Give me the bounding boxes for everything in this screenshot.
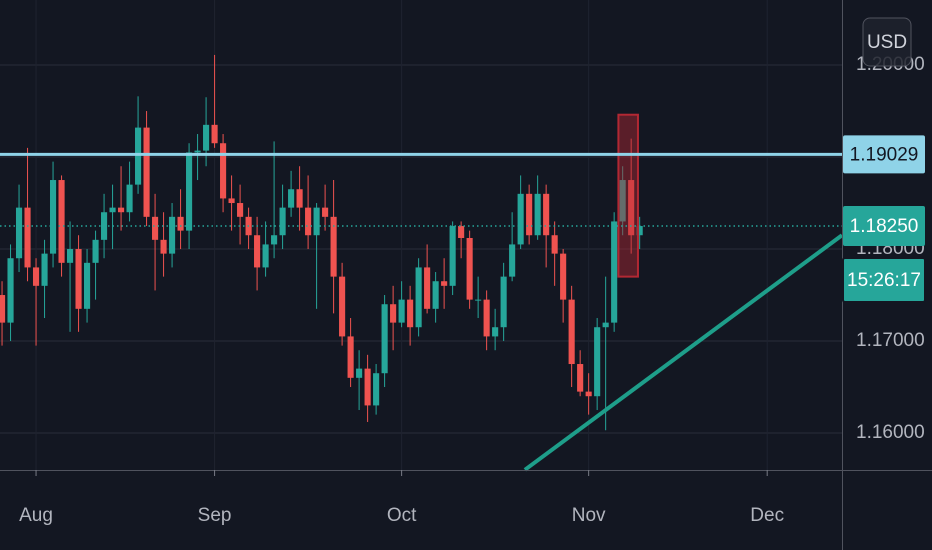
y-tick-label: 1.17000 bbox=[856, 330, 925, 351]
candle-body bbox=[517, 193, 524, 245]
candle-body bbox=[288, 189, 295, 208]
candle-body bbox=[75, 249, 82, 309]
countdown-box bbox=[842, 257, 926, 304]
candle-body bbox=[543, 193, 550, 236]
candle-body bbox=[160, 239, 167, 254]
candle-body bbox=[424, 267, 431, 309]
level-label: 1.19029 bbox=[850, 144, 919, 165]
candle-body bbox=[611, 221, 618, 323]
candle-body bbox=[186, 152, 193, 231]
candle-body bbox=[66, 249, 74, 263]
candle-body bbox=[636, 226, 643, 236]
candle-body bbox=[458, 226, 465, 238]
candle-body bbox=[211, 124, 218, 144]
last-price-label: 1.18250 bbox=[850, 216, 919, 237]
candle-body bbox=[305, 207, 312, 236]
candle-body bbox=[143, 127, 150, 217]
candle-body bbox=[381, 304, 388, 374]
candle-body bbox=[24, 207, 31, 268]
candle-body bbox=[551, 235, 558, 254]
candle-body bbox=[628, 180, 635, 236]
candle-body bbox=[271, 235, 278, 245]
candle-body bbox=[118, 207, 125, 213]
last-price-box bbox=[843, 206, 925, 247]
candle-body bbox=[58, 180, 65, 263]
currency-label[interactable]: USD bbox=[867, 32, 907, 53]
candle-body bbox=[432, 281, 439, 309]
candle-body bbox=[449, 226, 456, 286]
candle-body bbox=[152, 216, 159, 240]
candle-body bbox=[330, 216, 337, 277]
candle-body bbox=[492, 327, 499, 337]
candle-body bbox=[466, 237, 473, 300]
candle-body bbox=[526, 193, 533, 236]
candle-body bbox=[373, 373, 380, 406]
candle-body bbox=[322, 207, 329, 217]
candle-body bbox=[560, 253, 567, 300]
candle-body bbox=[483, 299, 490, 337]
candle-body bbox=[347, 336, 354, 378]
candle-body bbox=[126, 184, 133, 213]
candle-body bbox=[228, 198, 235, 204]
candle-body bbox=[194, 150, 201, 153]
countdown-label: 15:26:17 bbox=[847, 270, 921, 291]
candle-body bbox=[441, 281, 448, 286]
x-tick-label: Sep bbox=[198, 505, 232, 526]
candle-body bbox=[49, 180, 57, 254]
level-label-box bbox=[843, 135, 925, 174]
candle-body bbox=[296, 189, 303, 208]
candle-body bbox=[364, 368, 371, 406]
candle-body bbox=[203, 124, 210, 151]
x-tick-label: Oct bbox=[387, 505, 417, 526]
candle-body bbox=[135, 127, 142, 185]
candle-body bbox=[339, 276, 346, 337]
candle-body bbox=[500, 276, 507, 328]
candle-body bbox=[534, 193, 541, 236]
candle-body bbox=[398, 299, 405, 323]
candle-body bbox=[109, 207, 116, 213]
candle-body bbox=[568, 299, 575, 365]
candle-body bbox=[262, 244, 269, 268]
trendline bbox=[523, 233, 844, 472]
candle-body bbox=[92, 239, 99, 263]
candle-body bbox=[237, 203, 244, 217]
candle-body bbox=[220, 143, 227, 199]
y-tick-label: 1.16000 bbox=[856, 422, 925, 443]
candle-body bbox=[415, 267, 422, 328]
currency-button[interactable] bbox=[862, 17, 912, 67]
candle-body bbox=[0, 295, 6, 323]
candle-body bbox=[254, 235, 261, 268]
candle-body bbox=[32, 267, 40, 286]
candle-body bbox=[356, 368, 363, 378]
candle-body bbox=[585, 391, 592, 397]
x-tick-label: Dec bbox=[750, 505, 784, 526]
candle-body bbox=[602, 322, 609, 328]
candle-body bbox=[619, 180, 626, 222]
candle-body bbox=[41, 253, 48, 286]
candle-body bbox=[169, 216, 176, 254]
candle-body bbox=[594, 327, 601, 397]
candle-body bbox=[407, 299, 414, 328]
candle-body bbox=[509, 244, 516, 277]
candle-body bbox=[390, 304, 397, 323]
candle-body bbox=[279, 207, 286, 236]
candle-body bbox=[15, 207, 23, 259]
x-tick-label: Aug bbox=[19, 505, 53, 526]
highlight-box bbox=[617, 113, 639, 278]
x-tick-label: Nov bbox=[572, 505, 606, 526]
candle-body bbox=[475, 299, 482, 301]
candle-body bbox=[313, 207, 320, 236]
candle-body bbox=[83, 262, 91, 309]
candle-body bbox=[577, 364, 584, 392]
candle-body bbox=[7, 258, 14, 323]
candle-body bbox=[177, 216, 184, 231]
